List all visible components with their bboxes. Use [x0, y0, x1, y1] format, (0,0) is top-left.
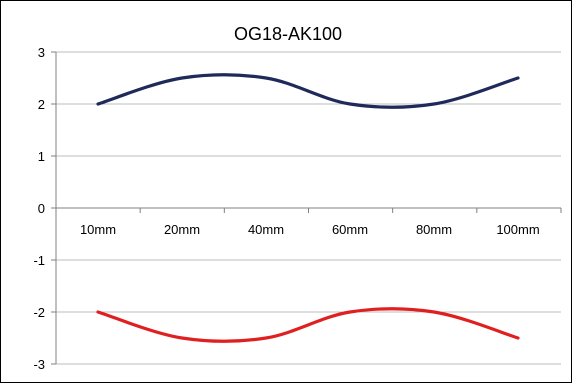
y-tick-label: 0	[38, 201, 45, 216]
x-category-label: 40mm	[248, 222, 284, 237]
series-lines	[96, 73, 520, 343]
y-tick-label: 3	[38, 45, 45, 60]
grid-lines	[56, 51, 561, 365]
axes	[51, 51, 562, 365]
x-category-label: 100mm	[496, 222, 539, 237]
y-tick-label: -1	[33, 253, 45, 268]
x-category-label: 10mm	[80, 222, 116, 237]
x-category-label: 60mm	[332, 222, 368, 237]
series-line-2	[96, 307, 520, 343]
y-tick-label: -3	[33, 357, 45, 372]
series-line-1	[96, 73, 520, 109]
x-category-label: 20mm	[164, 222, 200, 237]
y-tick-label: -2	[33, 305, 45, 320]
y-tick-label: 2	[38, 97, 45, 112]
y-tick-label: 1	[38, 149, 45, 164]
chart-title: OG18-AK100	[234, 24, 342, 44]
tick-labels: -3 -2 -1 0 1 2 3 10mm 20mm 40mm 60mm 80mm 100mm	[33, 45, 539, 372]
x-category-label: 80mm	[416, 222, 452, 237]
